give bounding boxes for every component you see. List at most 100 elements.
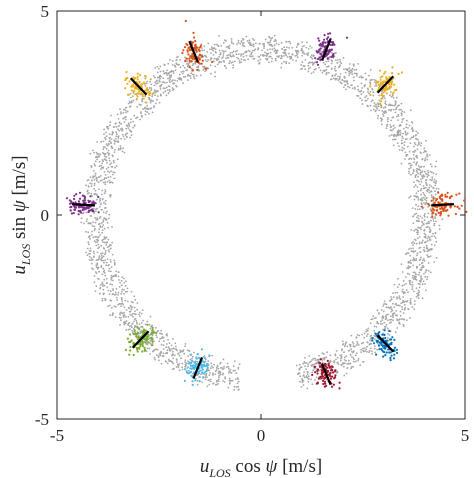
background-point bbox=[203, 65, 206, 68]
background-point bbox=[114, 316, 117, 318]
background-point bbox=[430, 243, 433, 246]
background-point bbox=[222, 52, 225, 54]
cluster-point bbox=[201, 55, 204, 58]
background-point bbox=[374, 351, 377, 354]
background-point bbox=[223, 365, 225, 368]
background-point bbox=[165, 352, 167, 355]
background-point bbox=[389, 104, 392, 107]
cluster-point bbox=[314, 365, 317, 368]
background-point bbox=[424, 203, 427, 206]
background-point bbox=[415, 287, 418, 290]
background-point bbox=[273, 40, 276, 43]
background-point bbox=[375, 326, 378, 328]
background-point bbox=[126, 132, 129, 135]
cluster-point bbox=[133, 342, 136, 345]
background-point bbox=[209, 48, 211, 51]
background-point bbox=[391, 129, 393, 132]
cluster-point bbox=[329, 377, 333, 380]
background-point bbox=[415, 169, 418, 172]
background-point bbox=[172, 82, 175, 85]
background-point bbox=[417, 226, 420, 229]
background-point bbox=[352, 351, 354, 354]
background-point bbox=[402, 117, 405, 120]
background-point bbox=[358, 76, 361, 79]
background-point bbox=[111, 154, 114, 157]
cluster-point bbox=[375, 353, 378, 356]
cluster-point bbox=[384, 347, 387, 350]
background-point bbox=[417, 139, 419, 141]
background-point bbox=[321, 352, 324, 354]
background-point bbox=[116, 158, 119, 161]
background-point bbox=[130, 324, 133, 327]
background-point bbox=[228, 382, 231, 385]
background-point bbox=[435, 220, 437, 223]
cluster-point bbox=[89, 195, 92, 198]
background-point bbox=[420, 142, 423, 145]
background-point bbox=[415, 242, 418, 245]
background-point bbox=[113, 151, 116, 154]
background-point bbox=[162, 87, 165, 90]
background-point bbox=[394, 100, 397, 103]
background-point bbox=[312, 71, 315, 73]
background-point bbox=[393, 133, 396, 136]
background-point bbox=[312, 369, 315, 372]
background-point bbox=[417, 190, 420, 193]
background-point bbox=[98, 246, 100, 249]
background-point bbox=[427, 235, 430, 238]
background-point bbox=[363, 347, 366, 349]
background-point bbox=[100, 264, 103, 267]
background-point bbox=[167, 92, 170, 95]
background-point bbox=[426, 237, 429, 240]
cluster-point bbox=[81, 208, 84, 212]
y-axis-title: uLOS sin ψ [m/s] bbox=[9, 155, 33, 274]
background-point bbox=[304, 357, 306, 359]
background-point bbox=[89, 152, 92, 155]
cluster-point bbox=[77, 200, 80, 203]
background-point bbox=[258, 62, 260, 65]
background-point bbox=[117, 125, 120, 127]
cluster-point bbox=[391, 72, 394, 75]
background-point bbox=[419, 183, 421, 186]
background-point bbox=[142, 319, 145, 322]
background-point bbox=[432, 218, 434, 220]
cluster-point bbox=[136, 92, 140, 95]
background-point bbox=[401, 113, 403, 115]
background-point bbox=[304, 365, 306, 367]
background-point bbox=[264, 51, 266, 54]
cluster-point bbox=[190, 361, 193, 364]
background-point bbox=[425, 201, 428, 204]
background-point bbox=[203, 49, 206, 51]
background-point bbox=[171, 60, 174, 62]
background-point bbox=[358, 90, 361, 93]
background-point bbox=[231, 61, 234, 63]
background-point bbox=[416, 292, 418, 295]
cluster-point bbox=[319, 358, 322, 361]
background-point bbox=[424, 195, 427, 197]
background-point bbox=[163, 348, 165, 350]
background-point bbox=[125, 280, 127, 283]
cluster-point bbox=[140, 83, 143, 86]
background-point bbox=[102, 241, 104, 243]
background-point bbox=[95, 176, 98, 179]
background-point bbox=[181, 368, 184, 371]
cluster-point bbox=[319, 47, 322, 50]
background-point bbox=[154, 76, 156, 79]
background-point bbox=[204, 54, 206, 57]
background-point bbox=[403, 284, 406, 286]
background-point bbox=[216, 43, 218, 46]
cluster-point bbox=[324, 382, 327, 385]
background-point bbox=[394, 102, 397, 105]
background-point bbox=[95, 266, 98, 269]
background-point bbox=[212, 382, 215, 385]
background-point bbox=[382, 91, 385, 94]
cluster-point bbox=[378, 69, 381, 72]
background-point bbox=[345, 68, 347, 70]
background-point bbox=[283, 60, 285, 63]
background-point bbox=[325, 69, 328, 71]
background-point bbox=[234, 369, 236, 372]
background-point bbox=[109, 283, 112, 285]
background-point bbox=[335, 59, 337, 62]
background-point bbox=[385, 306, 388, 309]
background-point bbox=[105, 244, 108, 246]
background-point bbox=[118, 302, 121, 305]
